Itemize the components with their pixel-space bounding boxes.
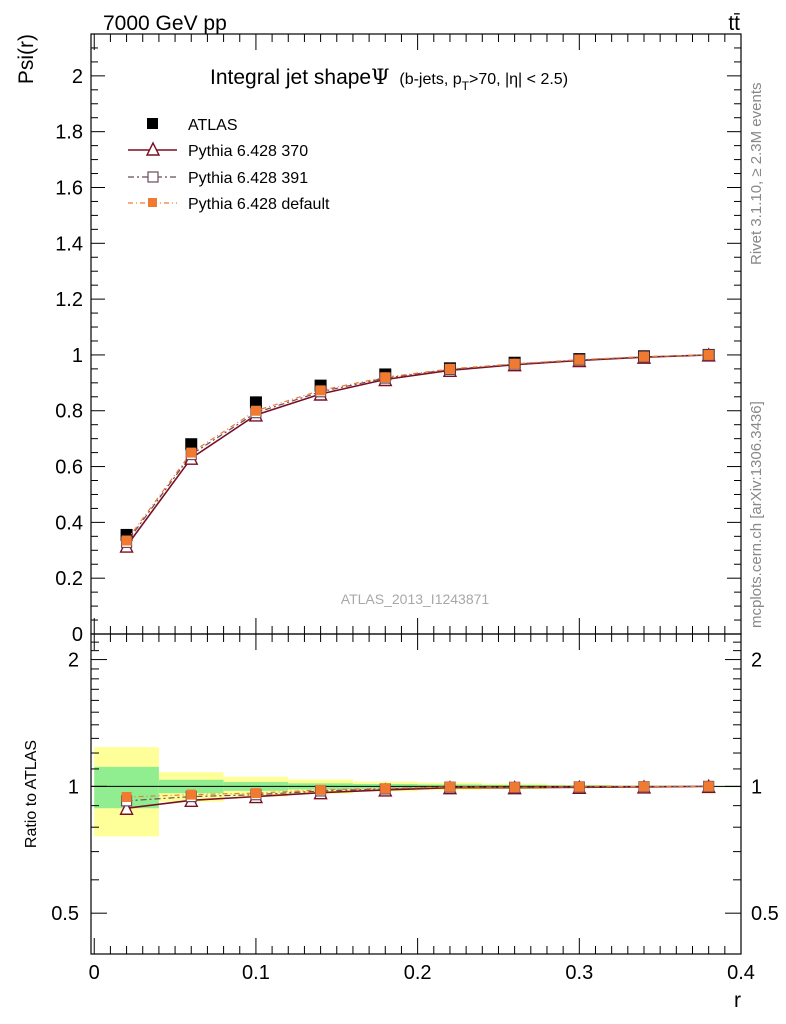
series-2-filled-marker xyxy=(250,405,261,416)
energy-label: 7000 GeV pp xyxy=(103,12,227,35)
y-tick-label: 1.6 xyxy=(55,177,83,199)
legend-default-marker xyxy=(148,198,157,207)
ratio-axes: 0 0.1 0.2 0.3 0.4 0.5 0.5 1 1 2 2 xyxy=(51,634,779,984)
ratio-2-filled-marker xyxy=(380,783,391,794)
series-2-filled-marker xyxy=(638,351,649,362)
ratio-y-tick-label-right: 0.5 xyxy=(751,903,779,925)
x-tick-label: 0.3 xyxy=(565,962,593,984)
atlas-data-point xyxy=(185,438,198,451)
chart-title: Integral jet shapeΨ (b-jets, pT>70, |η| … xyxy=(210,65,568,93)
x-tick-label: 0.4 xyxy=(727,962,755,984)
series-line-2 xyxy=(126,354,709,541)
ratio-2-filled-marker xyxy=(574,781,585,792)
title-main: Integral jet shape xyxy=(210,66,371,89)
ratio-2-filled-marker xyxy=(703,781,714,792)
process-label: tt̄ xyxy=(728,12,740,35)
series-2-filled-marker xyxy=(444,363,455,374)
ratio-2-filled-marker xyxy=(250,788,261,799)
series-2-filled-marker xyxy=(121,535,132,546)
series-2-filled-marker xyxy=(186,447,197,458)
ratio-y-tick-label-right: 1 xyxy=(751,776,762,798)
ratio-line-1 xyxy=(126,785,709,802)
legend-atlas-marker xyxy=(147,118,158,129)
series-2-filled-marker xyxy=(574,354,585,365)
ratio-y-tick-label: 2 xyxy=(68,650,79,672)
mcplots-label: mcplots.cern.ch [arXiv:1306.3436] xyxy=(748,401,765,628)
y-tick-label: 1.4 xyxy=(55,233,83,255)
series-2-filled-marker xyxy=(315,385,326,396)
series-2-filled-marker xyxy=(509,358,520,369)
y-axis-label: Psi(r) xyxy=(15,34,38,84)
main-series-layer xyxy=(119,347,716,553)
ratio-y-axis-label: Ratio to ATLAS xyxy=(23,740,40,848)
legend-391-marker xyxy=(147,171,159,183)
title-cuts-prefix: (b-jets, p xyxy=(399,71,461,88)
ratio-2-filled-marker xyxy=(509,782,520,793)
ratio-2-filled-marker xyxy=(315,784,326,795)
series-2-filled-marker xyxy=(380,372,391,383)
ratio-2-filled-marker xyxy=(444,781,455,792)
x-tick-label: 0 xyxy=(89,962,100,984)
y-tick-label: 1 xyxy=(72,345,83,367)
ratio-2-filled-marker xyxy=(638,781,649,792)
atlas-data-point xyxy=(249,396,262,409)
watermark: ATLAS_2013_I1243871 xyxy=(341,591,490,607)
ratio-y-tick-label: 0.5 xyxy=(51,903,79,925)
ratio-series-layer xyxy=(119,778,716,815)
y-tick-label: 0.2 xyxy=(55,568,83,590)
ratio-y-tick-label-right: 2 xyxy=(751,650,762,672)
legend-atlas-label: ATLAS xyxy=(188,117,238,134)
legend: ATLAS Pythia 6.428 370 Pythia 6.428 391 … xyxy=(128,117,330,213)
title-symbol: Ψ xyxy=(371,65,389,89)
x-axis-label: r xyxy=(734,989,741,1012)
legend-370-marker xyxy=(145,141,161,156)
y-tick-label: 1.2 xyxy=(55,289,83,311)
y-tick-label: 2 xyxy=(72,66,83,88)
legend-391-label: Pythia 6.428 391 xyxy=(188,170,308,187)
ratio-frame xyxy=(90,633,742,955)
series-line-0 xyxy=(125,354,709,547)
y-tick-label: 0.4 xyxy=(55,512,83,534)
ratio-2-filled-marker xyxy=(186,789,197,800)
x-tick-label: 0.2 xyxy=(404,962,432,984)
legend-default-label: Pythia 6.428 default xyxy=(188,196,330,213)
legend-370-label: Pythia 6.428 370 xyxy=(188,143,308,160)
series-line-1 xyxy=(126,354,709,543)
ratio-0-triangle-marker xyxy=(119,800,134,815)
rivet-version-label: Rivet 3.1.10, ≥ 2.3M events xyxy=(748,83,765,266)
y-tick-label: 0.6 xyxy=(55,457,83,479)
y-tick-label: 0 xyxy=(72,624,83,646)
y-tick-label: 0.8 xyxy=(55,401,83,423)
ratio-y-tick-label: 1 xyxy=(68,776,79,798)
main-axes: 0 0.2 0.4 0.6 0.8 1 1.2 1.4 1.6 1.8 2 xyxy=(55,34,742,646)
x-tick-label: 0.1 xyxy=(242,962,270,984)
ratio-2-filled-marker xyxy=(121,791,132,802)
title-cuts-sub: T xyxy=(462,79,470,93)
title-cuts-suffix: >70, |η| < 2.5) xyxy=(469,71,568,88)
ratio-line-2 xyxy=(126,785,709,798)
y-tick-label: 1.8 xyxy=(55,122,83,144)
series-2-filled-marker xyxy=(703,349,714,360)
